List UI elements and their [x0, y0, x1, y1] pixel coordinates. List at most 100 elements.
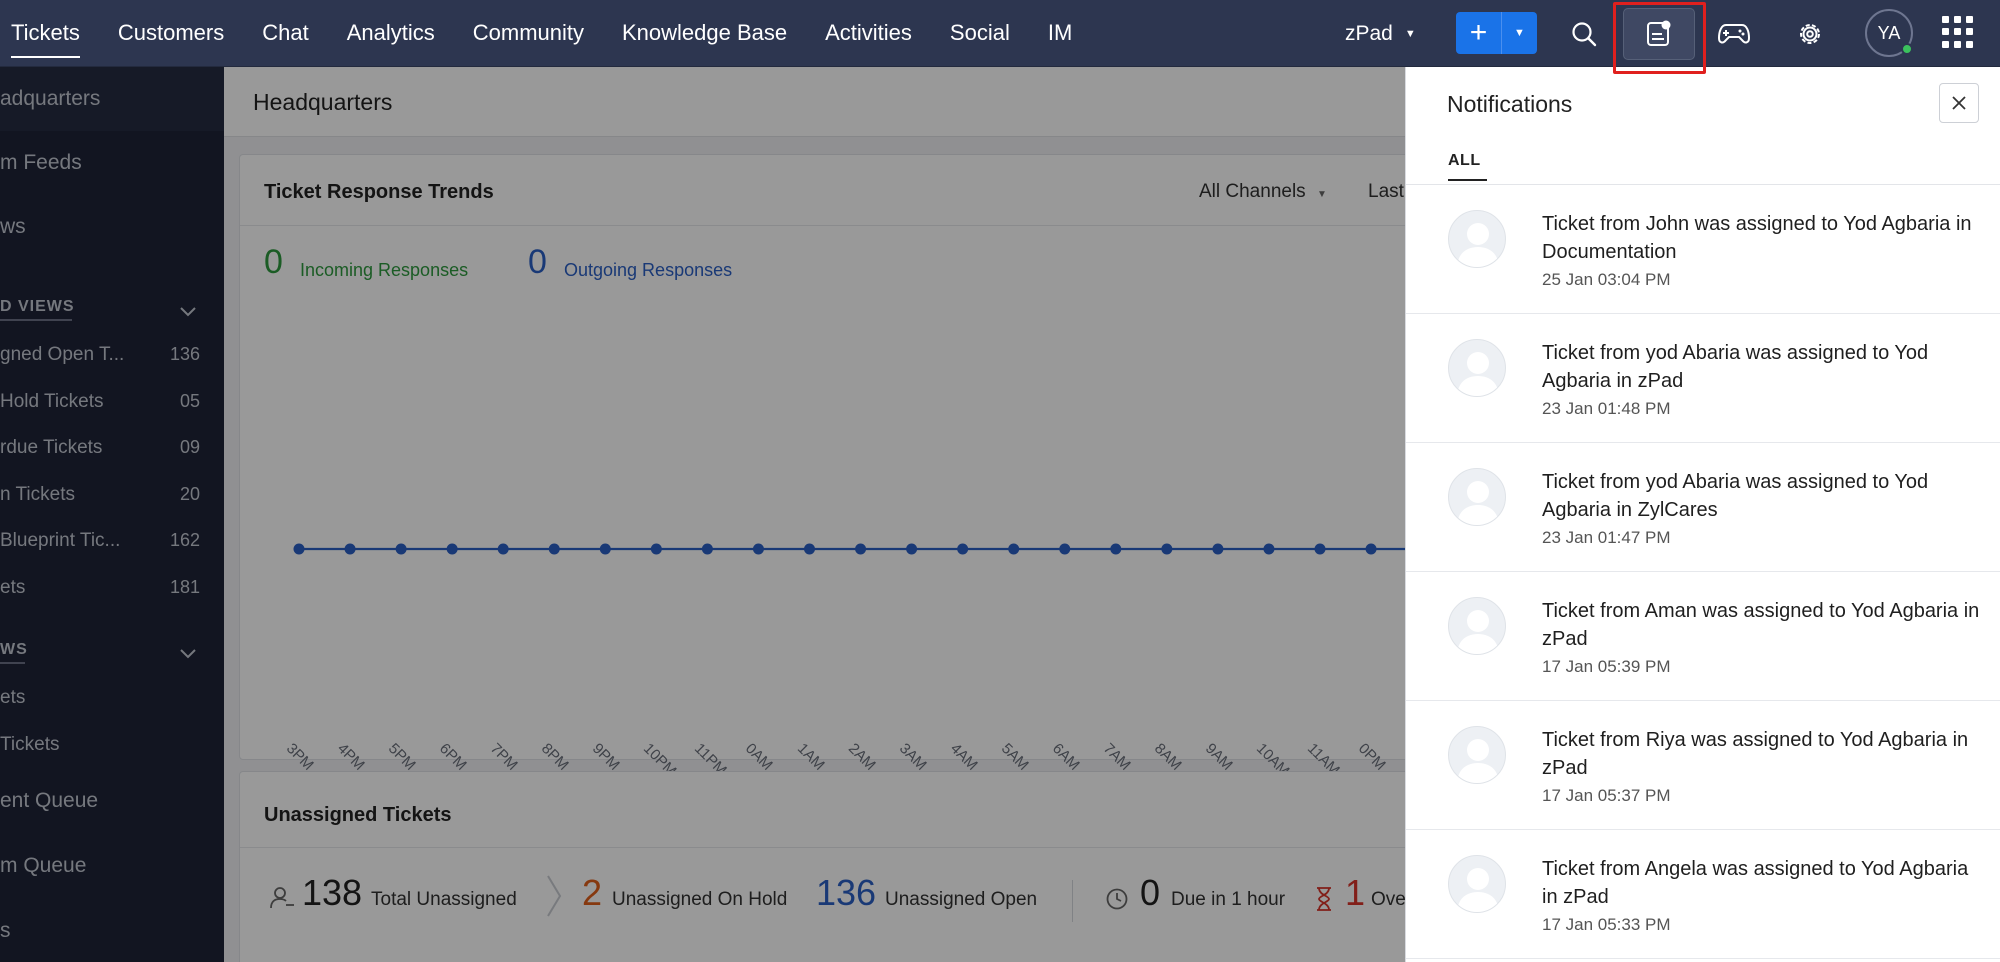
search-button[interactable]	[1562, 12, 1606, 56]
data-point[interactable]	[855, 543, 867, 555]
settings-button[interactable]	[1788, 12, 1832, 56]
notification-item[interactable]: Ticket from Angela was assigned to Yod A…	[1406, 830, 2000, 959]
data-point[interactable]	[599, 543, 611, 555]
avatar-placeholder-icon	[1448, 339, 1506, 397]
sidebar-view-item[interactable]: Tickets	[0, 734, 60, 755]
notification-time: 25 Jan 03:04 PM	[1542, 270, 1671, 289]
sidebar-view-on-hold[interactable]: Hold Tickets 05	[0, 391, 224, 413]
data-point[interactable]	[548, 543, 560, 555]
sidebar-section-header: WS	[0, 641, 28, 658]
sidebar-item-headquarters[interactable]: adquarters	[0, 67, 224, 131]
sidebar-view-blueprint[interactable]: Blueprint Tic... 162	[0, 530, 224, 552]
notifications-button[interactable]	[1623, 8, 1695, 60]
data-point[interactable]	[1212, 543, 1224, 555]
tab-analytics[interactable]: Analytics	[346, 20, 435, 45]
tab-social[interactable]: Social	[949, 20, 1010, 45]
notification-item[interactable]: Ticket from Riya was assigned to Yod Agb…	[1406, 701, 2000, 830]
apps-grid-icon[interactable]	[1942, 16, 1974, 48]
close-button[interactable]	[1939, 83, 1979, 123]
page-header: Headquarters	[224, 67, 1405, 137]
incoming-label[interactable]: Incoming Responses	[300, 260, 469, 280]
sidebar-view-open[interactable]: n Tickets 20	[0, 484, 224, 506]
data-point[interactable]	[957, 543, 969, 555]
data-point[interactable]	[1008, 543, 1020, 555]
total-unassigned-label[interactable]: Total Unassigned	[371, 889, 517, 910]
notification-time: 17 Jan 05:39 PM	[1542, 657, 1671, 676]
add-dropdown-button[interactable]: ▼	[1502, 12, 1537, 54]
sidebar-item-agent-queue[interactable]: ent Queue	[0, 769, 224, 833]
sidebar-item-feeds[interactable]: m Feeds	[0, 131, 224, 195]
data-point[interactable]	[1110, 543, 1122, 555]
channel-filter[interactable]: All Channels ▼	[1199, 181, 1327, 203]
top-navigation-bar: Tickets Customers Chat Analytics Communi…	[0, 0, 2000, 67]
department-switcher[interactable]: zPad ▼	[1345, 0, 1416, 67]
notifications-highlight-box	[1613, 2, 1706, 74]
unassigned-open-label[interactable]: Unassigned Open	[885, 889, 1038, 910]
data-point[interactable]	[344, 543, 356, 555]
outgoing-label[interactable]: Outgoing Responses	[564, 260, 733, 280]
plus-icon: +	[1469, 16, 1488, 49]
tab-knowledge-base[interactable]: Knowledge Base	[622, 20, 788, 45]
user-avatar[interactable]: YA	[1865, 9, 1913, 57]
due-value: 0	[1140, 872, 1161, 913]
data-point[interactable]	[497, 543, 509, 555]
sidebar-view-overdue[interactable]: rdue Tickets 09	[0, 437, 224, 459]
sidebar-view-all[interactable]: ets 181	[0, 577, 224, 599]
period-filter[interactable]: Last	[1368, 181, 1404, 202]
overdue-value: 1	[1345, 872, 1366, 913]
tab-tickets[interactable]: Tickets	[11, 0, 80, 67]
data-point[interactable]	[446, 543, 458, 555]
due-label[interactable]: Due in 1 hour	[1171, 889, 1286, 910]
view-label: Hold Tickets	[0, 391, 104, 412]
divider	[240, 847, 1405, 848]
overdue-label[interactable]: Ove	[1371, 889, 1405, 910]
data-point[interactable]	[906, 543, 918, 555]
hourglass-icon	[1317, 887, 1331, 911]
data-point[interactable]	[293, 543, 305, 555]
data-point[interactable]	[1059, 543, 1071, 555]
data-point[interactable]	[701, 543, 713, 555]
chevron-down-icon[interactable]	[178, 643, 198, 663]
data-point[interactable]	[1314, 543, 1326, 555]
view-count: 136	[169, 344, 200, 364]
view-label: n Tickets	[0, 484, 75, 505]
sidebar-view-assigned-open[interactable]: gned Open T... 136	[0, 344, 224, 366]
view-label: gned Open T...	[0, 344, 125, 365]
notification-item[interactable]: Ticket from yod Abaria was assigned to Y…	[1406, 314, 2000, 443]
notification-item[interactable]: Ticket from yod Abaria was assigned to Y…	[1406, 443, 2000, 572]
notification-time: 17 Jan 05:37 PM	[1542, 786, 1671, 805]
tab-customers[interactable]: Customers	[117, 20, 225, 45]
modal-backdrop[interactable]	[0, 67, 1405, 962]
data-point[interactable]	[804, 543, 815, 555]
sidebar-item-team-queue[interactable]: m Queue	[0, 834, 224, 898]
game-controller-icon	[1718, 24, 1750, 44]
tab-chat[interactable]: Chat	[262, 20, 309, 45]
data-point[interactable]	[1161, 543, 1173, 555]
onhold-label[interactable]: Unassigned On Hold	[612, 889, 788, 910]
tab-activities[interactable]: Activities	[825, 20, 912, 45]
tab-community[interactable]: Community	[472, 20, 584, 45]
chevron-down-icon[interactable]	[178, 301, 198, 321]
notification-message: Ticket from yod Abaria was assigned to Y…	[1542, 471, 1929, 521]
sidebar-item-views[interactable]: ws	[0, 195, 224, 259]
data-point[interactable]	[752, 543, 764, 555]
data-point[interactable]	[1365, 543, 1377, 555]
sidebar-item-label: ent Queue	[0, 789, 99, 812]
notification-item[interactable]: Ticket from Aman was assigned to Yod Agb…	[1406, 572, 2000, 701]
data-point[interactable]	[1263, 543, 1275, 555]
view-count: 05	[179, 391, 200, 411]
add-button[interactable]: +	[1456, 12, 1502, 54]
sidebar-item-more[interactable]: s	[0, 899, 224, 962]
incoming-value: 0	[264, 243, 283, 281]
game-button[interactable]	[1712, 12, 1756, 56]
notification-item[interactable]: Ticket from John was assigned to Yod Agb…	[1406, 185, 2000, 314]
response-trend-chart	[293, 543, 1405, 555]
tab-im[interactable]: IM	[1047, 20, 1073, 45]
section-underline	[0, 662, 25, 664]
total-unassigned-value: 138	[302, 872, 363, 913]
search-icon	[1572, 22, 1597, 47]
data-point[interactable]	[650, 543, 662, 555]
sidebar-view-item[interactable]: ets	[0, 687, 26, 708]
tab-all[interactable]: ALL	[1448, 152, 1487, 181]
data-point[interactable]	[395, 543, 407, 555]
